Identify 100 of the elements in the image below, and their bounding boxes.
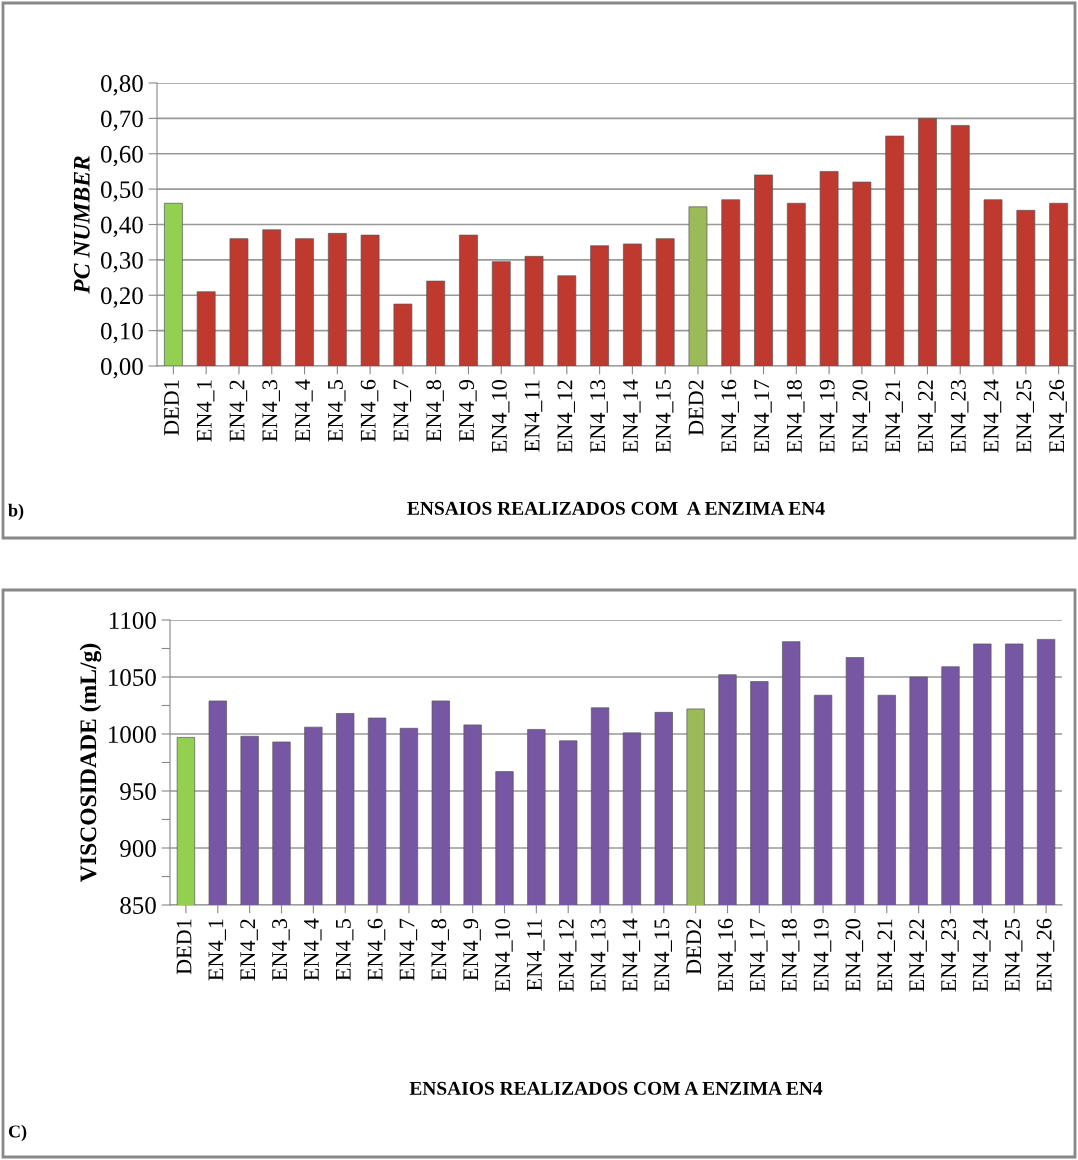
x-tick-label: EN4_8 [426, 380, 444, 442]
x-tick-label: EN4_15 [655, 380, 674, 453]
x-tick-label: EN4_24 [983, 379, 1002, 453]
x-tick-label: EN4_5 [335, 919, 354, 981]
y-tick-label: 900 [120, 840, 156, 857]
x-tick-label: EN4_10 [495, 919, 513, 992]
bar [491, 261, 511, 366]
x-tick-label: EN4_8 [431, 919, 449, 981]
bar [557, 275, 577, 366]
x-tick-label: EN4_22 [909, 919, 927, 992]
x-tick-label: DED1 [176, 919, 192, 975]
x-tick-label: EN4_7 [393, 379, 412, 442]
x-tick-label: EN4_11 [524, 380, 543, 452]
x-tick-label: EN4_12 [558, 919, 577, 992]
y-tick-label: 0,10 [101, 322, 143, 344]
bar [426, 280, 446, 366]
x-tick-label: EN4_22 [918, 380, 936, 453]
bar [1049, 202, 1068, 366]
y-tick-label: 0,50 [101, 181, 143, 202]
y-tick-label: 1000 [109, 726, 156, 743]
x-tick-label: EN4_13 [590, 919, 609, 992]
bar [393, 303, 413, 366]
x-tick-label: EN4_15 [654, 919, 672, 992]
y-tick-label: 0,30 [101, 251, 143, 273]
bar [885, 135, 905, 366]
x-tick-label: EN4_19 [813, 919, 832, 992]
x-tick-label: EN4_23 [950, 380, 969, 453]
bar [262, 229, 282, 366]
x-tick-label: EN4_24 [972, 918, 991, 992]
bar [623, 243, 642, 366]
bar [295, 238, 314, 366]
bar [819, 171, 839, 366]
x-tick-label: EN4_21 [885, 380, 903, 453]
x-tick-label: EN4_17 [754, 379, 772, 453]
y-tick-label: 0,20 [101, 287, 143, 308]
y-tick-label: 0,70 [101, 110, 143, 131]
x-tick-label: EN4_14 [623, 379, 641, 453]
x-tick-label: EN4_3 [272, 919, 290, 981]
x-tick-label: EN4_11 [527, 919, 545, 991]
x-tick-label: EN4_10 [491, 380, 510, 453]
bar [852, 181, 872, 366]
y-tick-label: 0,80 [101, 75, 143, 96]
text: b) [8, 503, 24, 521]
x-tick-label: EN4_3 [262, 380, 280, 442]
x-tick-label: EN4_1 [208, 919, 226, 981]
y-tick-label: 850 [120, 897, 156, 914]
bar [721, 199, 741, 366]
x-tick-label: EN4_1 [196, 380, 215, 442]
bar [360, 234, 380, 366]
x-tick-label: EN4_25 [1016, 380, 1035, 453]
y-axis-title: PC NUMBER [73, 156, 90, 294]
x-tick-label: EN4_25 [1004, 919, 1023, 992]
y-tick-label: 950 [120, 783, 156, 800]
y-tick-label: 0,00 [101, 358, 143, 379]
x-tick-label: EN4_13 [590, 380, 608, 453]
x-tick-label: EN4_9 [459, 380, 477, 442]
x-tick-label: EN4_7 [399, 918, 418, 981]
x-tick-label: EN4_4 [304, 918, 322, 981]
x-tick-label: EN4_14 [622, 918, 641, 992]
bar [459, 234, 478, 366]
x-tick-label: EN4_26 [1049, 379, 1067, 453]
y-tick-label: 0,40 [101, 216, 143, 238]
bar [1016, 210, 1036, 366]
x-tick-label: DED2 [688, 380, 704, 436]
x-tick-label: EN4_20 [852, 380, 871, 453]
y-axis-title: VISCOSIDADE (mL/g) [79, 643, 102, 882]
x-tick-label: EN4_18 [781, 919, 800, 992]
bar [196, 291, 216, 366]
x-tick-label: EN4_16 [721, 379, 739, 453]
bar [983, 199, 1003, 366]
bar [327, 232, 347, 366]
text: C) [8, 1124, 27, 1142]
x-axis-title: ENSAIOS REALIZADOS COM A ENZIMA EN4 [407, 501, 825, 515]
bar [950, 125, 970, 366]
bar [164, 202, 183, 366]
x-tick-label: EN4_2 [229, 380, 248, 442]
x-tick-label: EN4_9 [463, 919, 481, 981]
x-tick-label: EN4_2 [240, 919, 258, 981]
bar [655, 238, 675, 366]
y-tick-label: 1100 [109, 612, 156, 629]
x-tick-label: EN4_20 [845, 919, 864, 992]
x-tick-label: EN4_5 [328, 380, 346, 442]
bar [524, 255, 544, 366]
x-tick-label: EN4_18 [786, 380, 805, 453]
bar [688, 206, 708, 366]
y-tick-label: 0,60 [101, 145, 143, 167]
bar [786, 202, 806, 366]
x-tick-label: EN4_6 [360, 379, 379, 442]
x-tick-label: DED2 [686, 919, 702, 975]
x-tick-label: EN4_12 [557, 380, 576, 453]
x-tick-label: EN4_23 [941, 919, 959, 992]
bar [590, 245, 609, 366]
x-tick-label: DED1 [164, 380, 179, 436]
x-tick-label: EN4_16 [718, 918, 736, 992]
x-tick-label: EN4_4 [295, 379, 313, 442]
x-tick-label: EN4_17 [750, 918, 768, 992]
x-axis-title: ENSAIOS REALIZADOS COM A ENZIMA EN4 [409, 1081, 823, 1095]
bar [918, 118, 937, 366]
x-tick-label: EN4_6 [367, 918, 386, 981]
y-tick-label: 1050 [109, 669, 156, 686]
